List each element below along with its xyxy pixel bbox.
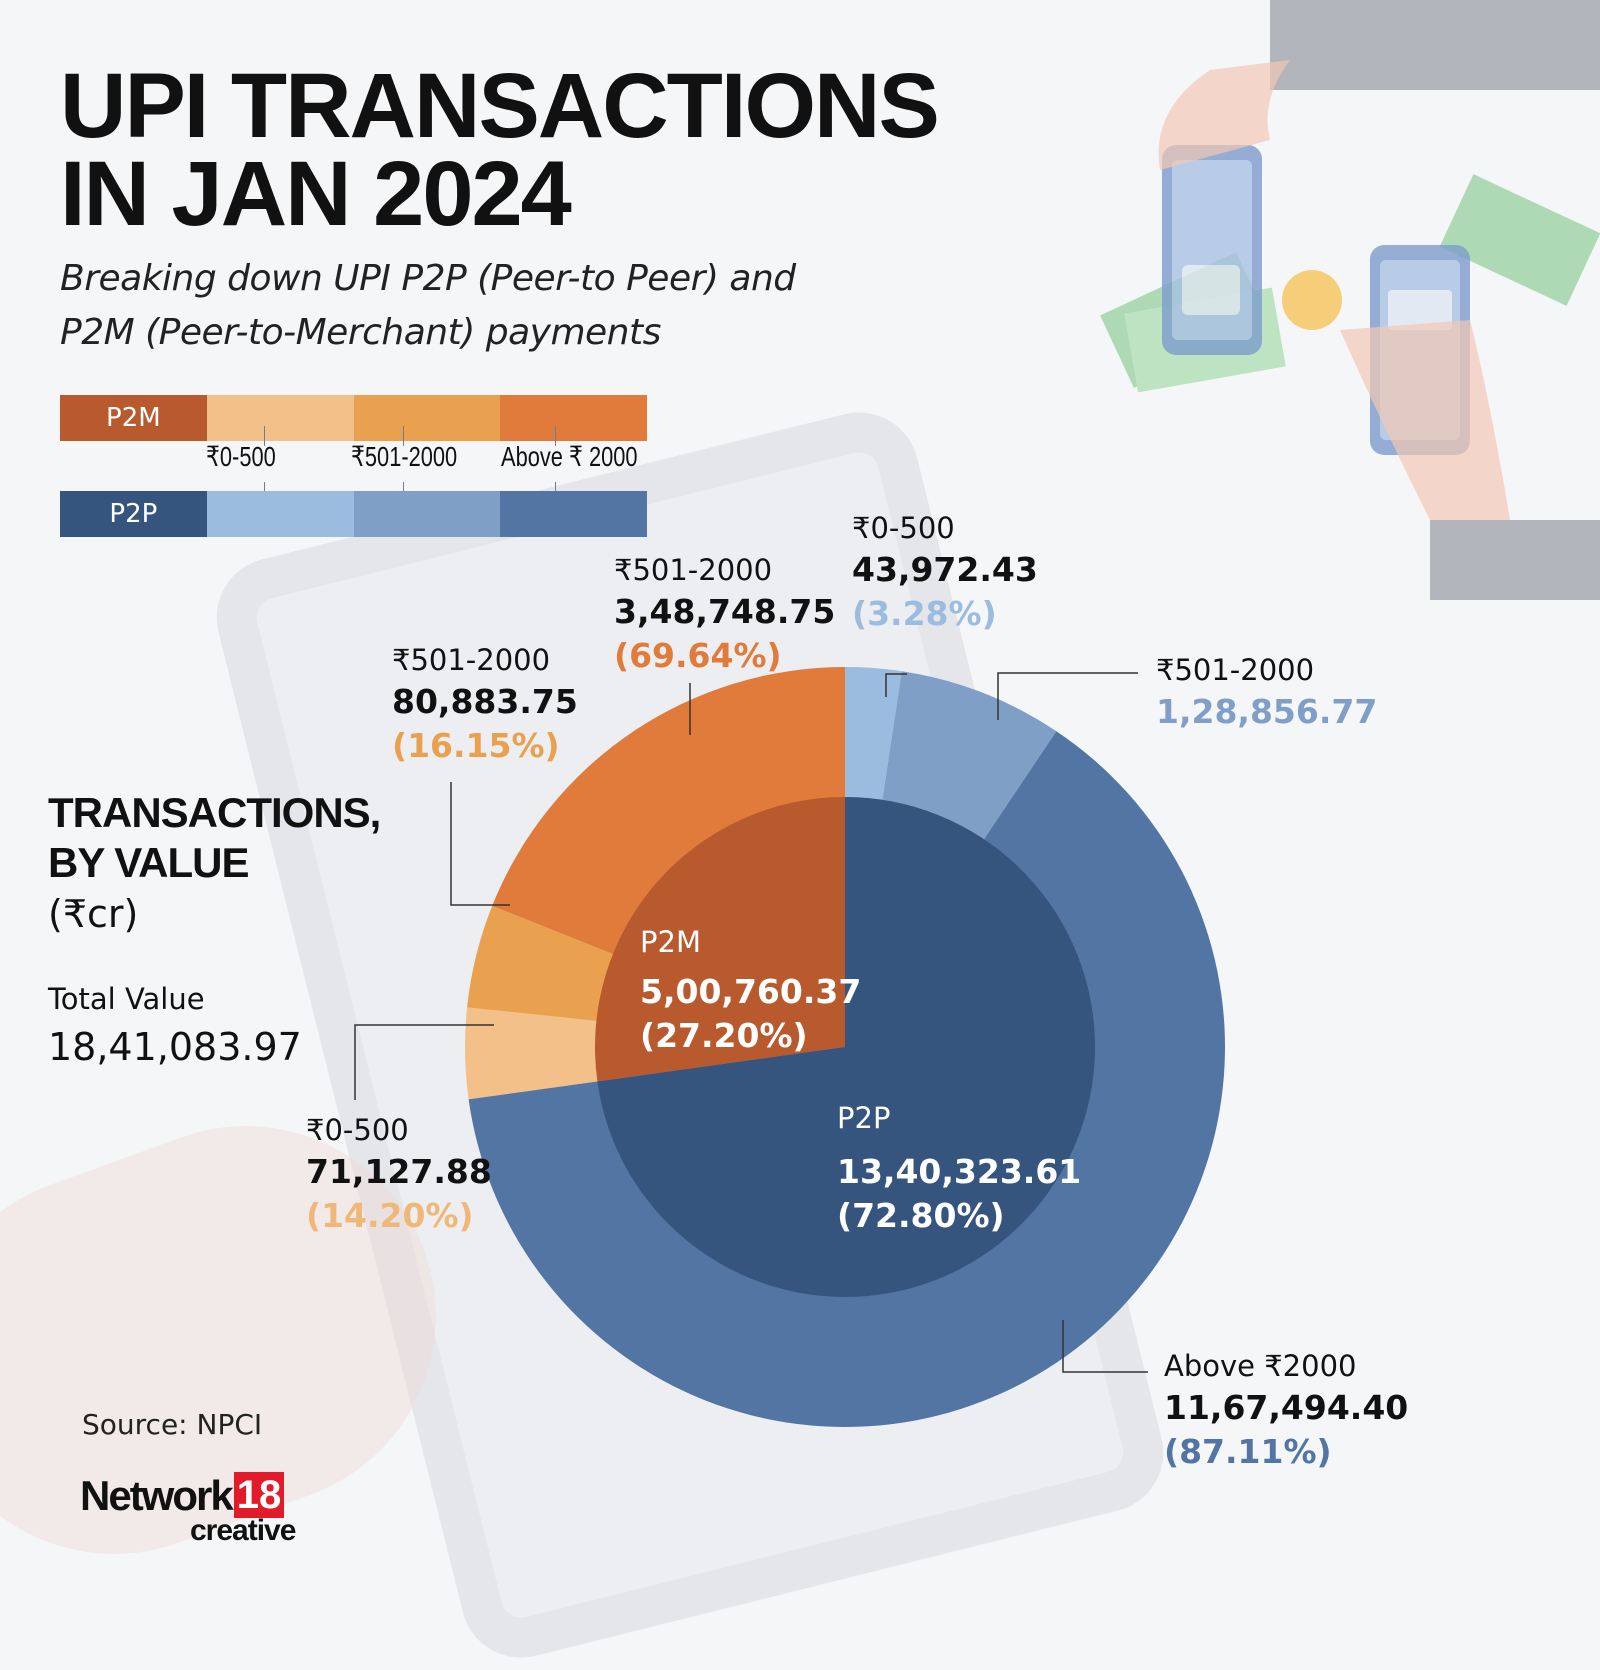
subtitle-line-2: P2M (Peer-to-Merchant) payments: [60, 312, 661, 353]
inner-label-p2m: P2M 5,00,760.37 (27.20%): [640, 922, 861, 1058]
inner-p2p-name: P2P: [837, 1101, 891, 1135]
annotation-category: ₹501-2000: [392, 643, 551, 677]
inner-label-p2p: P2P 13,40,323.61 (72.80%): [837, 1098, 1081, 1238]
legend-tick: [403, 426, 404, 446]
leader-line: [885, 673, 907, 697]
inner-p2p-pct: (72.80%): [837, 1196, 1005, 1235]
source-note: Source: NPCI: [82, 1408, 263, 1441]
legend-p2m-row: P2M: [60, 395, 647, 441]
legend-range-0-500: ₹0-500: [206, 441, 276, 472]
cash-stack-right: [1439, 174, 1600, 306]
chart-unit: (₹cr): [48, 892, 139, 936]
subtitle-line-1: Breaking down UPI P2P (Peer-to Peer) and: [60, 258, 796, 299]
annotation-p2p-above-2000: Above ₹2000 11,67,494.40 (87.11%): [1164, 1346, 1408, 1474]
brand-sub: creative: [190, 1514, 296, 1547]
leader-lines: [354, 672, 1148, 1373]
inner-p2m-name: P2M: [640, 925, 701, 959]
annotation-category: ₹501-2000: [1156, 653, 1315, 687]
leader-line: [997, 672, 1138, 720]
leader-line: [450, 782, 510, 906]
inner-slice: [595, 797, 845, 1082]
inner-ring: [595, 797, 1095, 1298]
annotation-category: ₹0-500: [852, 511, 955, 545]
legend-tick: [264, 426, 265, 446]
annotation-p2m-501-2000: ₹501-2000 80,883.75 (16.15%): [392, 640, 578, 768]
annotation-value: 3,48,748.75: [614, 592, 836, 631]
annotation-value: 43,972.43: [852, 550, 1038, 589]
chart-title-line-2: BY VALUE: [48, 839, 249, 886]
annotation-pct: (69.64%): [614, 636, 782, 675]
annotation-p2p-0-500: ₹0-500 43,972.43 (3.28%): [852, 508, 1038, 636]
page-title: UPI TRANSACTIONS IN JAN 2024: [60, 60, 940, 240]
title-line-2: IN JAN 2024: [60, 143, 572, 245]
annotation-pct: (3.28%): [852, 594, 997, 633]
coin-icon: [1282, 270, 1342, 330]
sunburst-chart: [354, 667, 1225, 1427]
legend-p2p-swatch-0-500: [206, 491, 354, 537]
annotation-value: 1,28,856.77: [1156, 692, 1378, 731]
legend-p2p-row: P2P: [60, 491, 647, 537]
legend-p2m-swatch-above-2000: [500, 395, 647, 441]
inner-slice: [597, 797, 1095, 1298]
legend-p2p-swatch-above-2000: [500, 491, 647, 537]
annotation-p2p-501-2000: ₹501-2000 1,28,856.77: [1156, 650, 1377, 734]
annotation-category: ₹501-2000: [614, 553, 773, 587]
phones-illustration: [1100, 0, 1600, 600]
inner-p2p-value: 13,40,323.61: [837, 1152, 1082, 1191]
leader-line: [354, 1024, 494, 1100]
annotation-pct: (14.20%): [306, 1196, 474, 1235]
subtitle: Breaking down UPI P2P (Peer-to Peer) and…: [60, 252, 796, 360]
brand-name: Network: [80, 1472, 234, 1519]
brand-logo: Network 18 creative: [80, 1472, 296, 1547]
legend-p2m-label: P2M: [60, 395, 207, 441]
phone-left: [1162, 145, 1262, 355]
annotation-value: 71,127.88: [306, 1152, 492, 1191]
legend-p2m-swatch-501-2000: [353, 395, 501, 441]
legend-range-above-2000: Above ₹ 2000: [501, 441, 638, 472]
title-line-1: UPI TRANSACTIONS: [60, 55, 940, 157]
brand-number: 18: [233, 1472, 285, 1518]
hand-right: [1340, 320, 1510, 520]
legend-tick: [555, 426, 556, 446]
leader-line: [1062, 1320, 1148, 1373]
annotation-category: ₹0-500: [306, 1113, 409, 1147]
total-value-label: Total Value: [48, 982, 205, 1016]
legend-range-501-2000: ₹501-2000: [351, 441, 458, 472]
inner-p2m-pct: (27.20%): [640, 1016, 808, 1055]
legend-p2p-label: P2P: [60, 491, 207, 537]
legend-range-labels: ₹0-500 ₹501-2000 Above ₹ 2000: [60, 440, 647, 500]
legend-p2m-swatch-0-500: [206, 395, 354, 441]
total-value: 18,41,083.97: [48, 1025, 302, 1069]
inner-p2m-value: 5,00,760.37: [640, 972, 862, 1011]
annotation-p2m-large: ₹501-2000 3,48,748.75 (69.64%): [614, 550, 835, 678]
chart-title: TRANSACTIONS, BY VALUE: [48, 788, 381, 888]
chart-title-line-1: TRANSACTIONS,: [48, 789, 381, 836]
annotation-category: Above ₹2000: [1164, 1349, 1357, 1383]
legend-p2p-swatch-501-2000: [353, 491, 501, 537]
annotation-pct: (87.11%): [1164, 1432, 1332, 1471]
hand-left: [1158, 60, 1290, 170]
annotation-value: 80,883.75: [392, 682, 578, 721]
annotation-pct: (16.15%): [392, 726, 560, 765]
annotation-p2m-0-500: ₹0-500 71,127.88 (14.20%): [306, 1110, 492, 1238]
annotation-value: 11,67,494.40: [1164, 1388, 1409, 1427]
